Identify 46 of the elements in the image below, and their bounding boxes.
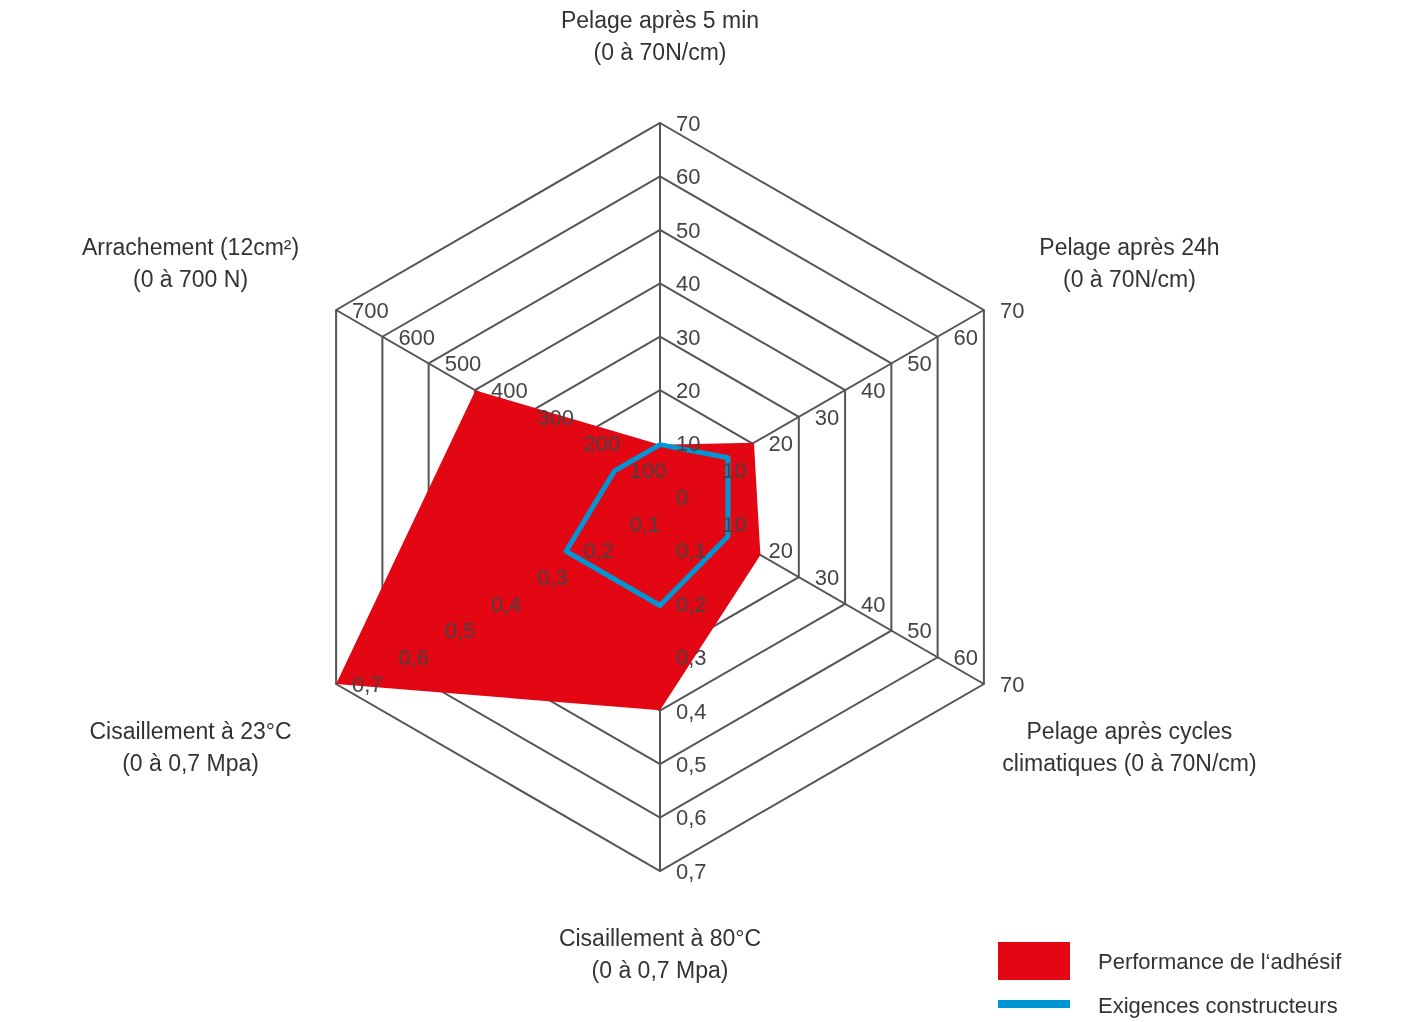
- text: 20: [676, 377, 701, 403]
- text: 0: [676, 484, 689, 510]
- legend-label: Performance de l‘adhésif: [1098, 949, 1343, 974]
- spoke-label: Pelage après 24h (0 à 70N/cm): [1039, 234, 1220, 292]
- text: 0,1: [676, 538, 707, 564]
- text: 40: [676, 271, 701, 297]
- text: 60: [953, 645, 979, 671]
- text: 60: [953, 324, 979, 350]
- text: 200: [583, 431, 621, 457]
- text: 400: [490, 377, 528, 403]
- text: 0,2: [676, 591, 707, 617]
- text: 0,4: [676, 698, 707, 724]
- text: 100: [629, 458, 667, 484]
- text: 20: [768, 431, 794, 457]
- text: 700: [352, 297, 389, 323]
- text: 50: [907, 351, 932, 377]
- text: 500: [444, 351, 482, 377]
- spoke-label: Cisaillement à 23°C (0 à 0,7 Mpa): [89, 718, 292, 776]
- text: 0,7: [676, 858, 707, 884]
- legend-label: Exigences constructeurs: [1098, 993, 1338, 1018]
- text: 0,1: [629, 511, 661, 537]
- spoke-label: Cisaillement à 80°C (0 à 0,7 Mpa): [558, 925, 762, 983]
- text: 60: [676, 164, 701, 190]
- text: 20: [768, 538, 794, 564]
- spoke-label: Pelage après cycles climatiques (0 à 70N/cm): [1002, 718, 1257, 776]
- text: 30: [676, 324, 701, 350]
- text: 10: [676, 431, 701, 457]
- text: 0,5: [444, 618, 476, 644]
- text: 600: [398, 324, 436, 350]
- text: 30: [814, 404, 840, 430]
- text: 50: [676, 217, 701, 243]
- spoke-label: Arrachement (12cm²) (0 à 700 N): [81, 234, 300, 292]
- spoke-label: Pelage après 5 min (0 à 70N/cm): [560, 7, 760, 65]
- text: 70: [676, 110, 701, 136]
- text: 50: [907, 618, 932, 644]
- text: 0,3: [537, 564, 568, 590]
- text: 0,4: [490, 591, 522, 617]
- text: 40: [861, 591, 886, 617]
- text: 0,5: [676, 751, 707, 777]
- text: 0,6: [676, 805, 707, 831]
- text: 0,2: [583, 538, 615, 564]
- text: 0,6: [398, 645, 429, 671]
- text: 40: [861, 377, 886, 403]
- text: 30: [814, 564, 840, 590]
- text: 70: [999, 297, 1025, 323]
- text: 70: [999, 671, 1025, 697]
